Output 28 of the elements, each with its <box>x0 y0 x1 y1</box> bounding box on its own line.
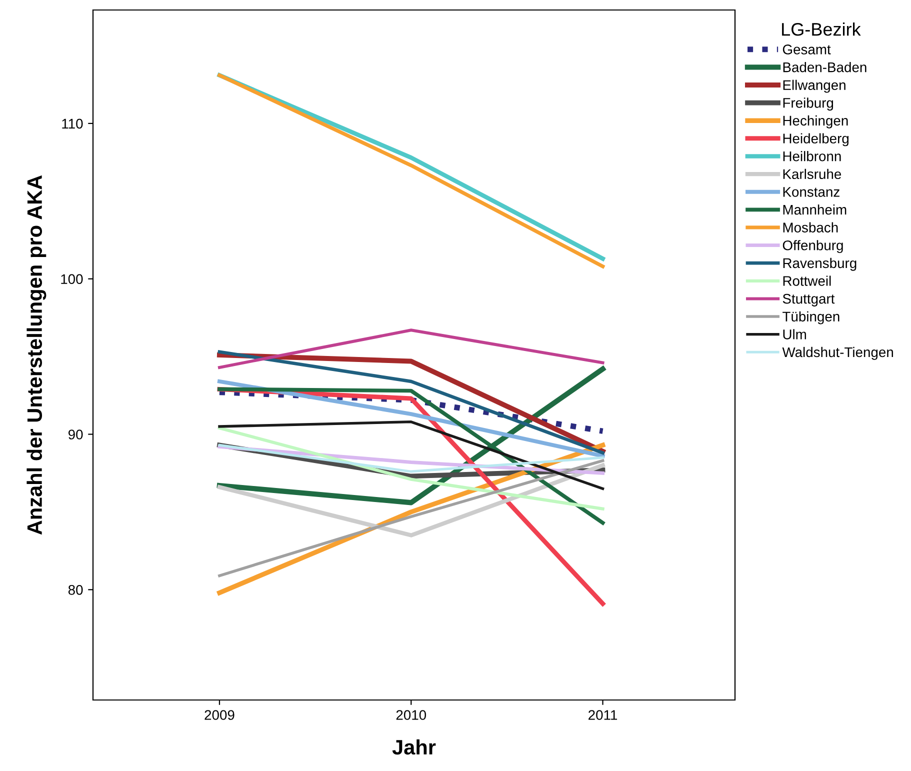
y-tick-label: 100 <box>61 274 83 284</box>
y-axis-title: Anzahl der Unterstellungen pro AKA <box>26 175 46 535</box>
legend-label: Rottweil <box>783 276 831 286</box>
legend-label: Konstanz <box>783 187 840 197</box>
legend-label: Mannheim <box>783 204 846 215</box>
legend-label: Hechingen <box>783 115 848 128</box>
y-tick-label: 80 <box>68 584 83 595</box>
legend-label: Heilbronn <box>783 151 841 162</box>
legend-label: Ravensburg <box>783 258 856 271</box>
x-tick-label: 2009 <box>204 710 234 720</box>
legend-label: Waldshut-Tiengen <box>782 346 893 360</box>
legend-label: Ulm <box>783 329 806 340</box>
legend-label: Tübingen <box>782 311 840 324</box>
y-tick-label: 110 <box>62 118 83 129</box>
legend-label: Ellwangen <box>783 80 846 93</box>
legend-label: Heidelberg <box>783 133 848 146</box>
x-tick-label: 2011 <box>588 710 618 720</box>
legend-label: Freiburg <box>783 98 834 111</box>
legend-label: Baden-Baden <box>783 62 866 72</box>
legend-label: Mosbach <box>783 222 838 232</box>
y-tick-label: 90 <box>68 430 83 440</box>
x-tick-label: 2010 <box>396 710 426 720</box>
x-axis-title: Jahr <box>392 739 436 755</box>
legend-label: Offenburg <box>782 240 843 254</box>
legend-label: Karlsruhe <box>783 168 842 180</box>
legend-title: LG-Bezirk <box>782 22 861 36</box>
legend-label: Stuttgart <box>782 294 835 306</box>
legend-label: Gesamt <box>782 44 831 54</box>
